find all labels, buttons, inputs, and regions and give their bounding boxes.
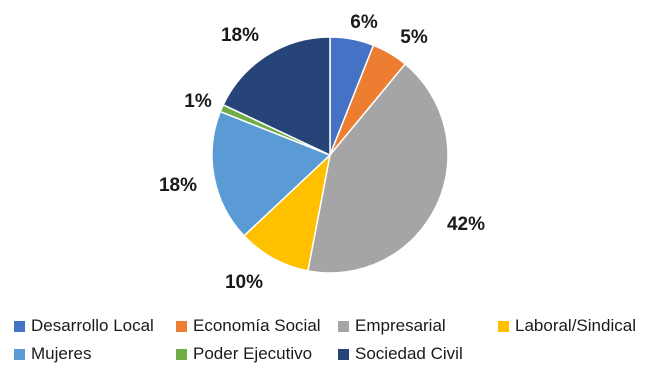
legend-swatch bbox=[338, 320, 349, 332]
legend-swatch bbox=[14, 348, 25, 360]
data-label: 1% bbox=[184, 91, 212, 112]
legend-swatch bbox=[338, 348, 349, 360]
legend-item-empresarial: Empresarial bbox=[338, 316, 446, 336]
legend-item-laboral-sindical: Laboral/Sindical bbox=[498, 316, 636, 336]
data-label: 18% bbox=[221, 25, 259, 46]
pie-chart: 6% 5% 42% 10% 18% 1% 18% bbox=[159, 12, 485, 293]
legend-swatch bbox=[498, 320, 509, 332]
legend-swatch bbox=[176, 348, 187, 360]
pie-slice-laboral-sindical bbox=[242, 152, 332, 272]
legend-label: Mujeres bbox=[31, 344, 92, 363]
legend-label: Desarrollo Local bbox=[31, 316, 154, 335]
data-label: 6% bbox=[350, 12, 378, 33]
pie-slice-sociedad-civil bbox=[222, 36, 331, 157]
legend-item-desarrollo-local: Desarrollo Local bbox=[14, 316, 154, 336]
legend-label: Poder Ejecutivo bbox=[193, 344, 313, 363]
legend-item-poder-ejecutivo: Poder Ejecutivo bbox=[176, 344, 312, 364]
data-label: 10% bbox=[225, 272, 263, 293]
legend-label: Sociedad Civil bbox=[355, 344, 463, 363]
data-label: 42% bbox=[447, 214, 485, 235]
data-label: 18% bbox=[159, 175, 197, 196]
legend-item-sociedad-civil: Sociedad Civil bbox=[338, 344, 463, 364]
data-label: 5% bbox=[400, 27, 428, 48]
legend-swatch bbox=[14, 320, 25, 332]
legend-label: Empresarial bbox=[355, 316, 446, 335]
legend-item-mujeres: Mujeres bbox=[14, 344, 91, 364]
legend: Desarrollo Local Economía Social Empresa… bbox=[0, 312, 653, 370]
legend-swatch bbox=[176, 320, 187, 332]
pie-slice-empresarial bbox=[307, 63, 449, 274]
legend-item-economia-social: Economía Social bbox=[176, 316, 321, 336]
legend-label: Laboral/Sindical bbox=[515, 316, 636, 335]
legend-label: Economía Social bbox=[193, 316, 321, 335]
pie-slice-mujeres bbox=[211, 110, 332, 237]
